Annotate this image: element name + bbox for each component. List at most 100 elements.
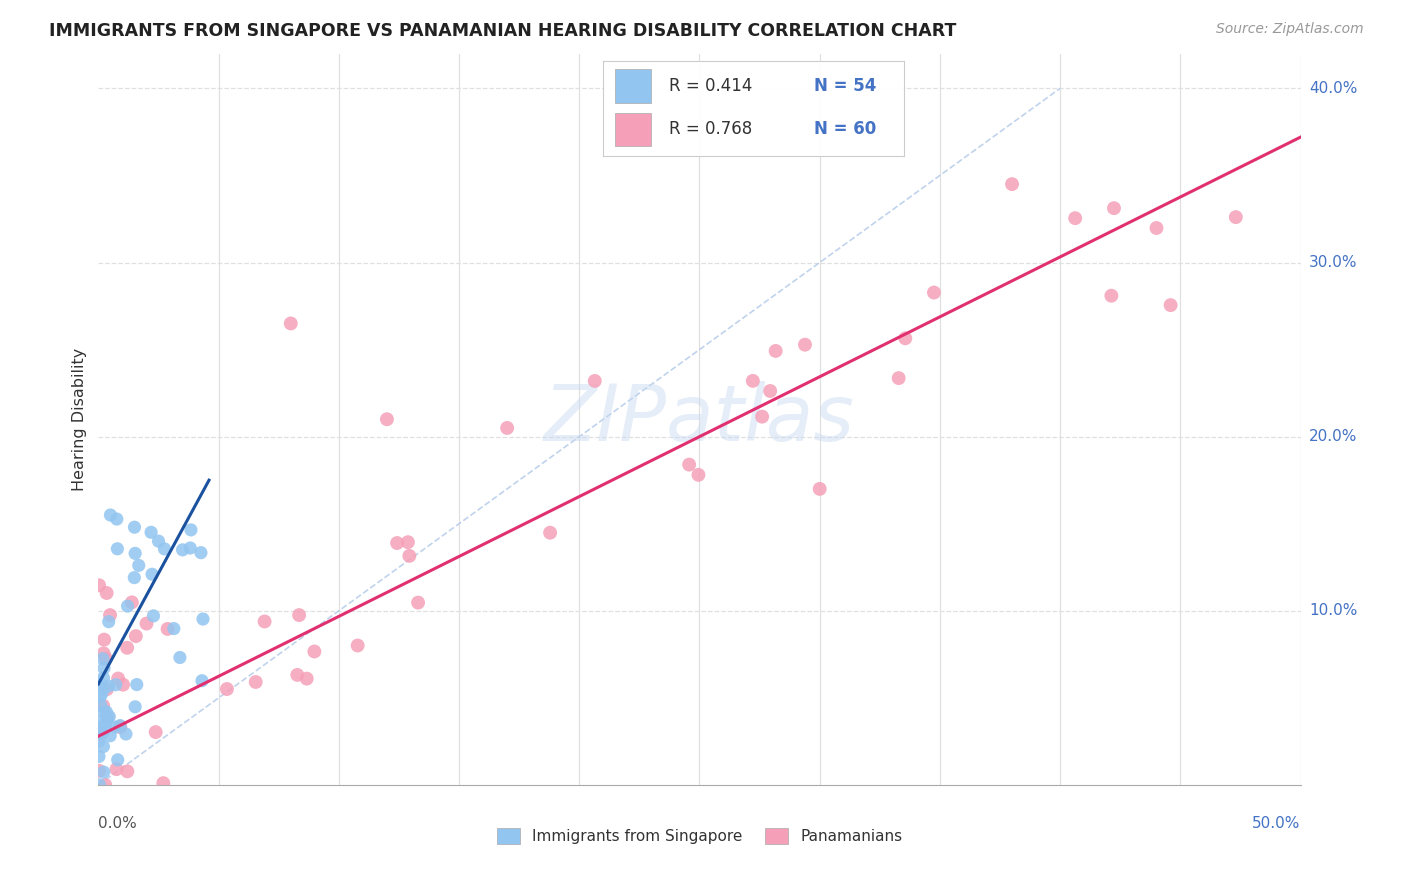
- Point: [169, 650, 191, 665]
- Point: [98, 729, 121, 743]
- Point: [87, 674, 110, 689]
- Point: [406, 596, 429, 610]
- Point: [91, 681, 114, 695]
- Point: [94, 651, 117, 665]
- Point: [91, 651, 114, 665]
- Text: IMMIGRANTS FROM SINGAPORE VS PANAMANIAN HEARING DISABILITY CORRELATION CHART: IMMIGRANTS FROM SINGAPORE VS PANAMANIAN …: [49, 22, 956, 40]
- Point: [91, 726, 114, 740]
- Point: [96, 682, 118, 697]
- Point: [117, 764, 139, 779]
- Point: [93, 632, 115, 647]
- Point: [1001, 177, 1024, 191]
- Point: [115, 640, 138, 655]
- Point: [751, 409, 773, 424]
- Text: 20.0%: 20.0%: [1309, 429, 1357, 444]
- Point: [295, 672, 318, 686]
- Point: [125, 629, 148, 643]
- Point: [90, 698, 112, 713]
- Point: [759, 384, 782, 398]
- Point: [135, 616, 157, 631]
- Point: [124, 546, 146, 560]
- Point: [104, 720, 127, 734]
- Point: [180, 523, 202, 537]
- Point: [1099, 289, 1122, 303]
- Point: [190, 546, 212, 560]
- Point: [89, 720, 111, 734]
- Point: [741, 374, 763, 388]
- Point: [94, 778, 117, 792]
- Point: [93, 646, 115, 660]
- Point: [87, 749, 110, 764]
- Point: [688, 467, 710, 482]
- Point: [93, 765, 115, 780]
- Point: [98, 709, 121, 723]
- Point: [887, 371, 910, 385]
- Point: [128, 558, 150, 573]
- Point: [87, 578, 110, 592]
- Point: [346, 639, 368, 653]
- Point: [496, 421, 519, 435]
- Point: [1102, 201, 1125, 215]
- Point: [1225, 210, 1247, 224]
- Point: [87, 764, 110, 778]
- Point: [87, 734, 110, 748]
- Point: [96, 705, 118, 719]
- Point: [245, 675, 267, 690]
- Point: [139, 525, 162, 540]
- Point: [105, 762, 128, 776]
- Point: [148, 534, 170, 549]
- Point: [110, 720, 132, 734]
- Point: [87, 727, 110, 741]
- Point: [152, 776, 174, 790]
- Point: [179, 541, 201, 555]
- Point: [172, 542, 194, 557]
- Point: [93, 661, 115, 675]
- Point: [922, 285, 945, 300]
- Point: [253, 615, 276, 629]
- Point: [288, 608, 311, 623]
- Point: [280, 317, 302, 331]
- Point: [124, 571, 146, 585]
- Point: [894, 331, 917, 345]
- Point: [89, 778, 111, 792]
- Point: [93, 705, 115, 719]
- Point: [89, 726, 111, 740]
- Text: 10.0%: 10.0%: [1309, 603, 1357, 618]
- Point: [96, 714, 118, 729]
- Y-axis label: Hearing Disability: Hearing Disability: [72, 348, 87, 491]
- Point: [98, 608, 121, 623]
- Text: 40.0%: 40.0%: [1309, 81, 1357, 95]
- Point: [808, 482, 831, 496]
- Point: [117, 599, 139, 614]
- Point: [121, 595, 143, 609]
- Point: [1160, 298, 1182, 312]
- Point: [105, 541, 128, 556]
- Point: [104, 678, 127, 692]
- Point: [385, 536, 408, 550]
- Point: [398, 549, 420, 563]
- Point: [112, 678, 135, 692]
- Point: [1064, 211, 1087, 226]
- Point: [153, 541, 176, 556]
- Point: [97, 679, 120, 693]
- Point: [105, 512, 128, 526]
- Point: [93, 739, 115, 754]
- Point: [90, 714, 112, 728]
- Text: 50.0%: 50.0%: [1253, 815, 1301, 830]
- Text: 0.0%: 0.0%: [98, 815, 138, 830]
- Point: [97, 615, 120, 629]
- Point: [100, 508, 122, 522]
- Point: [156, 622, 179, 636]
- Point: [93, 671, 115, 685]
- Point: [145, 725, 167, 739]
- Point: [108, 718, 131, 732]
- Point: [285, 668, 308, 682]
- Point: [91, 698, 114, 713]
- Point: [124, 699, 146, 714]
- Point: [583, 374, 606, 388]
- Point: [304, 644, 326, 658]
- Point: [794, 337, 817, 351]
- Point: [97, 711, 120, 725]
- Point: [96, 710, 118, 724]
- Text: Source: ZipAtlas.com: Source: ZipAtlas.com: [1216, 22, 1364, 37]
